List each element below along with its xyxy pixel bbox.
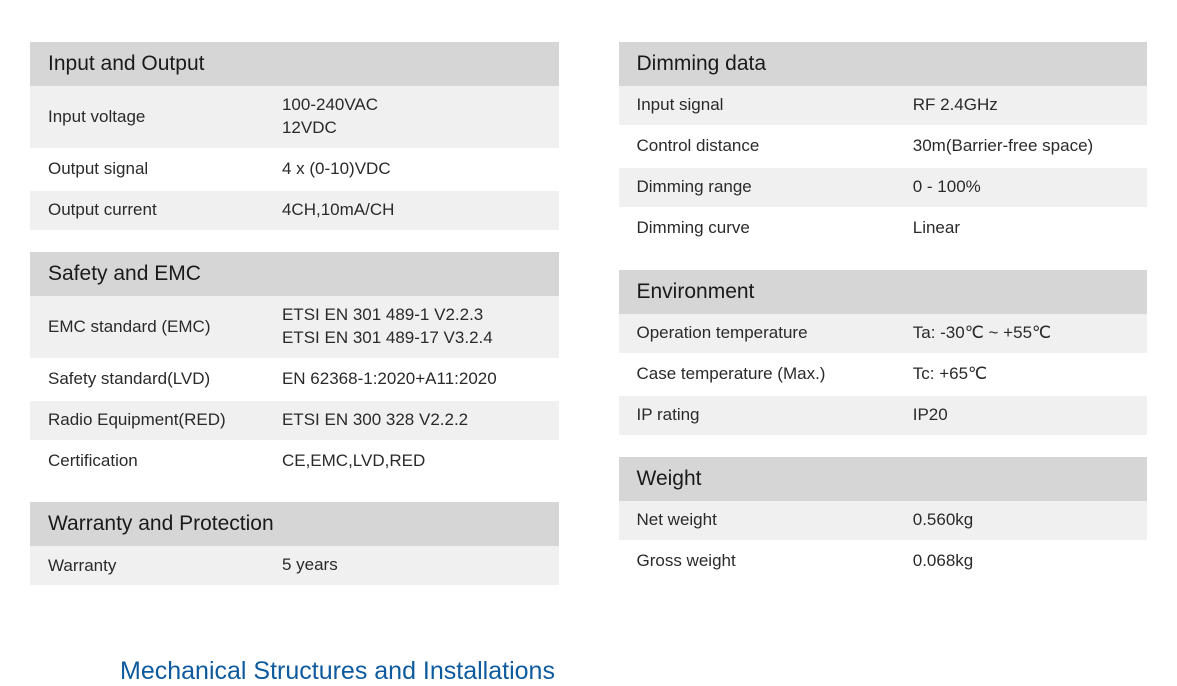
spec-value: 0 - 100%: [883, 168, 1147, 207]
spec-value: RF 2.4GHz: [883, 86, 1147, 125]
mechanical-structures-heading: Mechanical Structures and Installations: [120, 657, 1147, 686]
spec-value: Linear: [883, 209, 1147, 248]
spec-row: IP rating IP20: [619, 396, 1148, 437]
spec-label: Radio Equipment(RED): [30, 402, 252, 438]
spec-label: Input signal: [619, 87, 883, 123]
spec-value: 30m(Barrier-free space): [883, 127, 1147, 166]
spec-row: Input voltage 100-240VAC 12VDC: [30, 86, 559, 150]
spec-label: Output current: [30, 192, 252, 228]
spec-row: Dimming curve Linear: [619, 209, 1148, 250]
spec-row: EMC standard (EMC) ETSI EN 301 489-1 V2.…: [30, 296, 559, 360]
spec-value: 0.560kg: [883, 501, 1147, 540]
spec-label: Gross weight: [619, 543, 883, 579]
spec-row: Input signal RF 2.4GHz: [619, 86, 1148, 127]
spec-value: Ta: -30℃ ~ +55℃: [883, 314, 1147, 353]
spec-value: IP20: [883, 396, 1147, 435]
section-header: Dimming data: [619, 42, 1148, 86]
spec-label: IP rating: [619, 397, 883, 433]
spec-row: Output current 4CH,10mA/CH: [30, 191, 559, 232]
left-column: Input and Output Input voltage 100-240VA…: [30, 42, 559, 607]
section-environment: Environment Operation temperature Ta: -3…: [619, 270, 1148, 437]
spec-label: Certification: [30, 443, 252, 479]
spec-label: Case temperature (Max.): [619, 356, 883, 392]
section-header: Warranty and Protection: [30, 502, 559, 546]
spec-value: 4CH,10mA/CH: [252, 191, 559, 230]
spec-value: 0.068kg: [883, 542, 1147, 581]
spec-label: Dimming curve: [619, 210, 883, 246]
two-column-layout: Input and Output Input voltage 100-240VA…: [30, 42, 1147, 607]
spec-value: Tc: +65℃: [883, 355, 1147, 394]
spec-value: ETSI EN 300 328 V2.2.2: [252, 401, 559, 440]
spec-row: Operation temperature Ta: -30℃ ~ +55℃: [619, 314, 1148, 355]
section-warranty: Warranty and Protection Warranty 5 years: [30, 502, 559, 587]
spec-row: Case temperature (Max.) Tc: +65℃: [619, 355, 1148, 396]
spec-row: Output signal 4 x (0-10)VDC: [30, 150, 559, 191]
spec-row: Dimming range 0 - 100%: [619, 168, 1148, 209]
spec-value: 100-240VAC 12VDC: [252, 86, 559, 148]
right-column: Dimming data Input signal RF 2.4GHz Cont…: [619, 42, 1148, 607]
spec-label: Input voltage: [30, 99, 252, 135]
spec-value: 4 x (0-10)VDC: [252, 150, 559, 189]
spec-row: Certification CE,EMC,LVD,RED: [30, 442, 559, 483]
spec-label: Warranty: [30, 548, 252, 584]
spec-label: Net weight: [619, 502, 883, 538]
spec-row: Control distance 30m(Barrier-free space): [619, 127, 1148, 168]
spec-label: Output signal: [30, 151, 252, 187]
spec-label: Dimming range: [619, 169, 883, 205]
spec-row: Net weight 0.560kg: [619, 501, 1148, 542]
spec-value: CE,EMC,LVD,RED: [252, 442, 559, 481]
spec-label: Operation temperature: [619, 315, 883, 351]
section-input-output: Input and Output Input voltage 100-240VA…: [30, 42, 559, 232]
spec-row: Safety standard(LVD) EN 62368-1:2020+A11…: [30, 360, 559, 401]
spec-label: EMC standard (EMC): [30, 309, 252, 345]
section-header: Weight: [619, 457, 1148, 501]
section-dimming: Dimming data Input signal RF 2.4GHz Cont…: [619, 42, 1148, 250]
spec-row: Radio Equipment(RED) ETSI EN 300 328 V2.…: [30, 401, 559, 442]
spec-label: Control distance: [619, 128, 883, 164]
spec-row: Gross weight 0.068kg: [619, 542, 1148, 583]
spec-value: ETSI EN 301 489-1 V2.2.3 ETSI EN 301 489…: [252, 296, 559, 358]
section-header: Environment: [619, 270, 1148, 314]
section-header: Safety and EMC: [30, 252, 559, 296]
spec-value: EN 62368-1:2020+A11:2020: [252, 360, 559, 399]
section-header: Input and Output: [30, 42, 559, 86]
spec-label: Safety standard(LVD): [30, 361, 252, 397]
spec-value: 5 years: [252, 546, 559, 585]
section-weight: Weight Net weight 0.560kg Gross weight 0…: [619, 457, 1148, 583]
section-safety-emc: Safety and EMC EMC standard (EMC) ETSI E…: [30, 252, 559, 483]
spec-row: Warranty 5 years: [30, 546, 559, 587]
